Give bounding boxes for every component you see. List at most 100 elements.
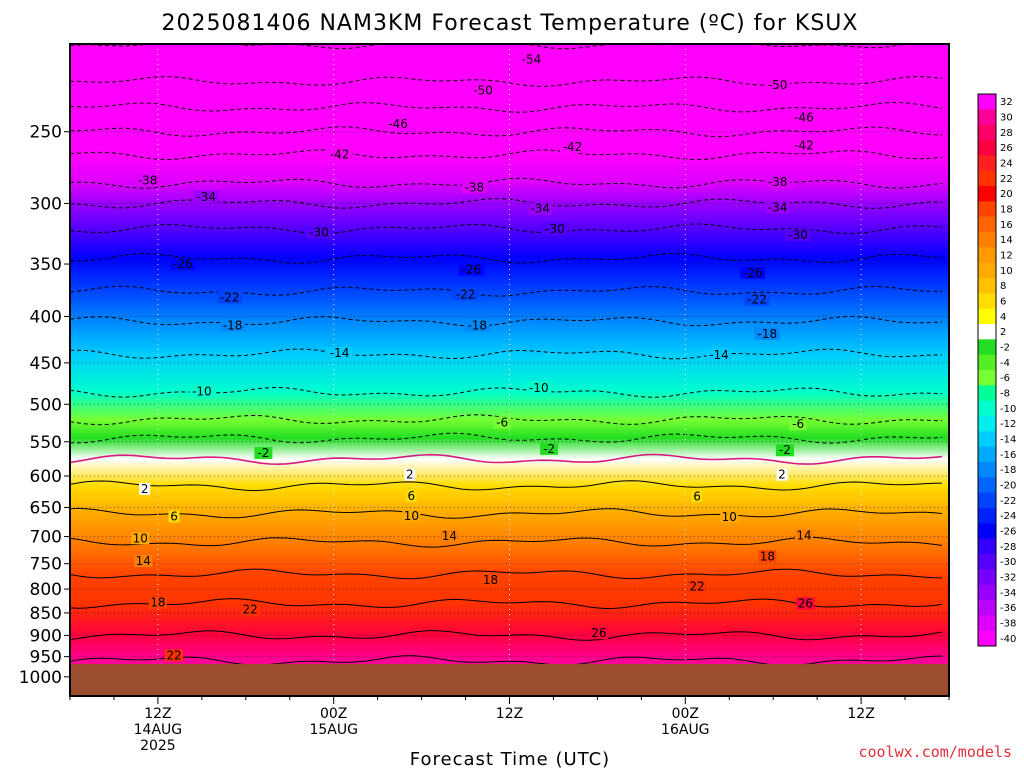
isotherm-label: -30 [545,222,565,236]
isotherm-label-bg [464,319,490,332]
colorbar-label: -16 [1000,450,1016,461]
colorbar-swatch [978,446,996,463]
isotherm-label: -50 [768,78,788,92]
isotherm-label-bg [542,222,568,235]
isotherm-label: -18 [758,327,778,341]
isotherm-label-bg [461,181,487,194]
colorbar-swatch [978,600,996,616]
y-tick-label: 700 [30,528,62,548]
colorbar-label: 8 [1000,281,1006,292]
isotherm-line [70,414,943,426]
colorbar-swatch [978,615,996,632]
isotherm-label: 14 [136,554,151,568]
isotherm-label-bg [765,175,791,188]
isotherm-label: -14 [709,348,729,362]
isotherm-label-bg [740,266,766,279]
colorbar-swatch [978,354,996,371]
y-tick-label: 300 [30,194,62,214]
colorbar-label: -36 [1000,603,1016,614]
colorbar-legend: 32 30 28 26 24 22 20 18 16 14 12 10 8 6 4 2 -2 -4 -6 -8 -10 -… [977,93,1016,647]
isotherm-lines [70,44,943,667]
colorbar-swatch [978,155,996,172]
isotherm-label-bg [791,139,817,152]
isotherm-line [70,101,943,113]
y-tick-label: 750 [30,555,62,575]
isotherm-label-bg [481,574,500,587]
isotherm-label: -54 [522,52,542,66]
x-tick-label: 12Z [144,706,171,722]
colorbar-label: -8 [1000,389,1010,400]
isotherm-label-bg [744,293,770,306]
isotherm-label-bg [220,319,246,332]
isotherm-label: -42 [563,140,583,154]
colorbar-label: -4 [1000,358,1010,369]
colorbar-frame [977,93,997,647]
colorbar-label: 12 [1000,251,1013,262]
colorbar-label: 28 [1000,128,1013,139]
isotherm-line [70,315,943,327]
isotherm-label: 2 [778,468,786,482]
colorbar-swatch [978,94,996,110]
isotherm-label-bg [794,529,813,542]
isotherm-line [70,568,943,580]
isotherm-label-bg [193,190,219,203]
isotherm-label-bg [470,84,496,97]
isotherm-label-bg [254,447,273,460]
colorbar-swatch [978,569,996,586]
isotherm-label-bg [775,444,794,457]
isotherm-line [70,453,943,466]
colorbar-label: -26 [1000,527,1016,538]
isotherm-label: -6 [792,417,804,431]
colorbar-label: 16 [1000,220,1013,231]
x-tick-label: 12Z [847,706,874,722]
isotherm-label: -30 [788,228,808,242]
isotherm-line [70,507,943,519]
colorbar-swatch [978,124,996,141]
colorbar-label: -10 [1000,404,1016,415]
isotherm-label-bg [168,510,180,523]
isotherm-label: 22 [243,603,258,617]
colorbar-swatch [978,109,996,126]
colorbar-label: -32 [1000,573,1016,584]
isotherm-label: 2 [141,482,149,496]
y-tick-label: 850 [30,604,62,624]
isotherm-label-bg [241,603,260,616]
x-tick-label: 12Z [496,706,523,722]
colorbar-label: -18 [1000,465,1016,476]
y-tick-label: 600 [30,467,62,487]
isotherm-label-bg [189,385,215,398]
colorbar-label: -24 [1000,511,1016,522]
isotherm-label: 10 [404,509,419,523]
isotherm-label-bg [131,532,150,545]
isotherm-label: 6 [170,509,178,523]
y-tick-label: 250 [30,123,62,143]
isotherm-line [70,348,942,360]
isotherm-label: -14 [330,346,350,360]
isotherm-line [70,76,943,88]
colorbar-label: -34 [1000,588,1016,599]
isotherm-label: -2 [257,446,269,460]
time-gridlines [157,44,862,696]
isotherm-label-bg [134,555,153,568]
colorbar-swatch [978,308,996,325]
colorbar-label: 18 [1000,205,1013,216]
isotherm-line [70,432,943,444]
isotherm-label-bg [404,468,416,481]
isotherm-label-bg [385,117,411,130]
colorbar-label: -2 [1000,343,1010,354]
isotherm-label-bg [148,596,167,609]
isotherm-label-bg [589,627,608,640]
colorbar-swatch [978,293,996,310]
colorbar-label: 32 [1000,97,1013,108]
isotherm-label: -30 [309,225,329,239]
isotherm-label: -22 [456,287,476,301]
credit-link[interactable]: coolwx.com/models [858,743,1012,761]
isotherm-label-bg [706,348,732,361]
colorbar-label: 24 [1000,159,1013,170]
isotherm-label: 18 [483,573,498,587]
colorbar-label: -38 [1000,619,1016,630]
isotherm-line [70,44,909,50]
isotherm-label: -26 [173,257,193,271]
colorbar-swatch [978,630,996,647]
